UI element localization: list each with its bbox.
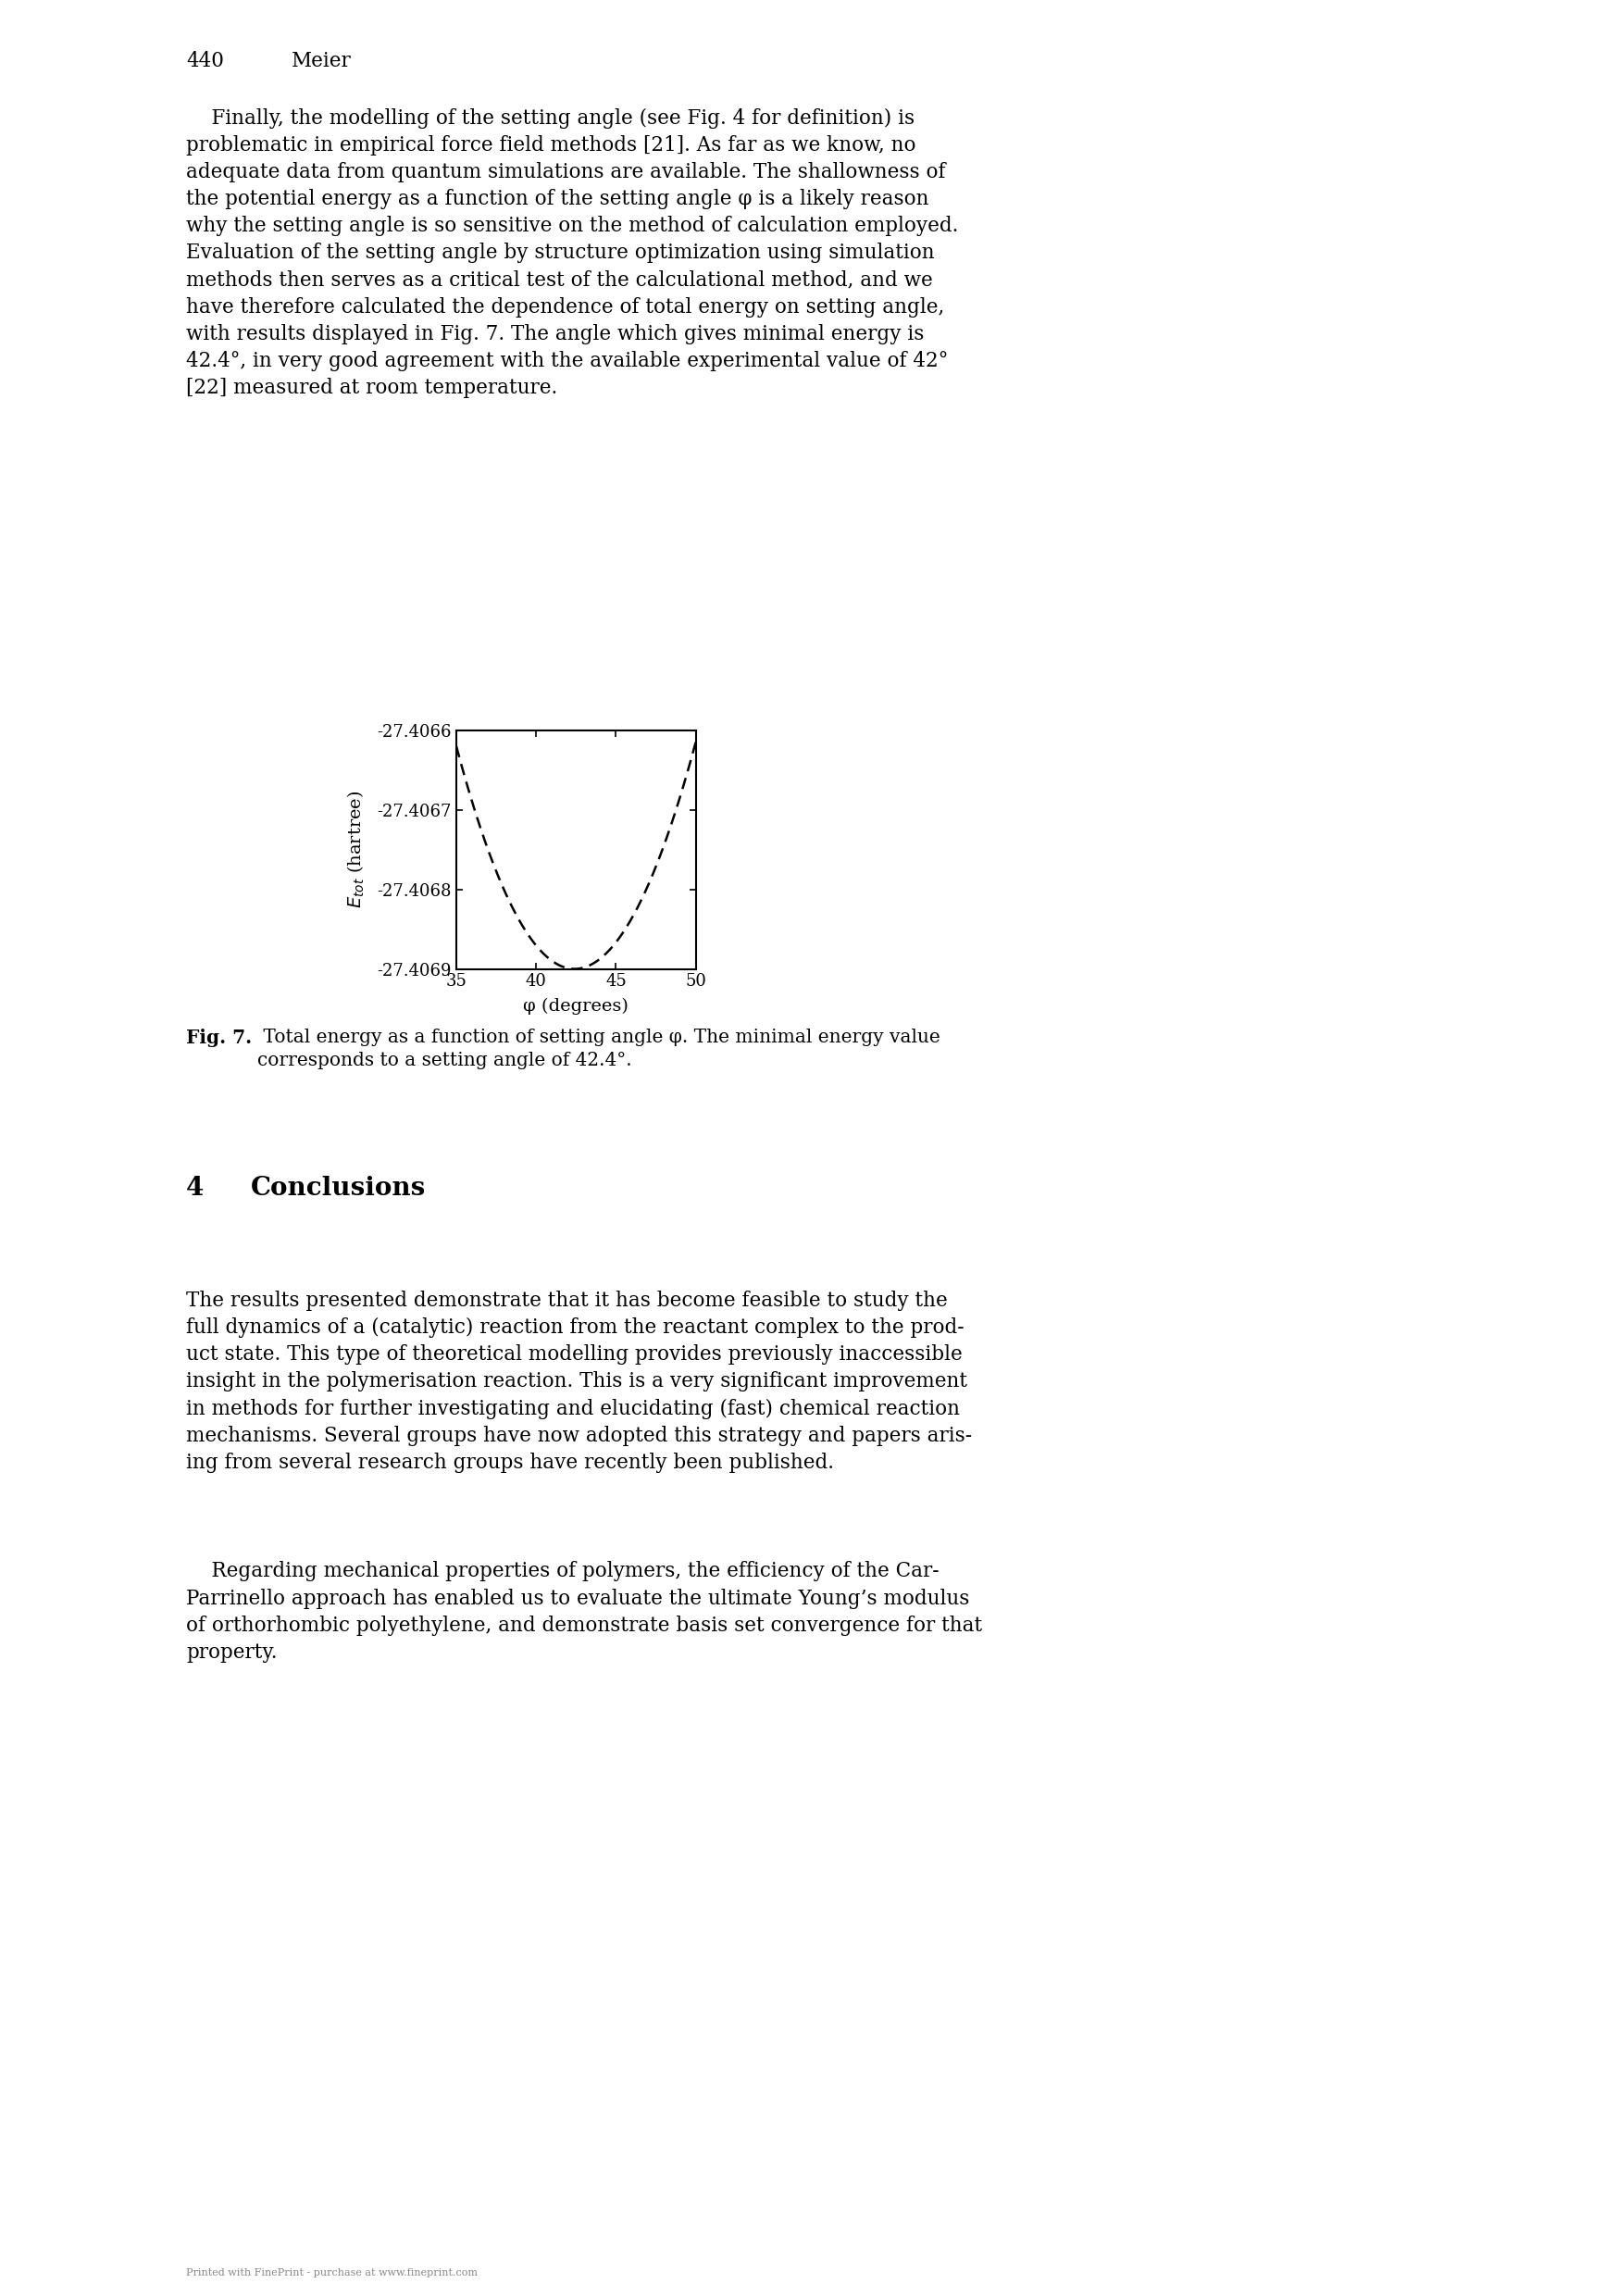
Text: Fig. 7.: Fig. 7. xyxy=(186,1029,252,1047)
Text: 440: 440 xyxy=(186,51,223,71)
X-axis label: φ (degrees): φ (degrees) xyxy=(523,999,629,1015)
Text: Meier: Meier xyxy=(291,51,351,71)
Text: Printed with FinePrint - purchase at www.fineprint.com: Printed with FinePrint - purchase at www… xyxy=(186,2268,477,2278)
Text: 4: 4 xyxy=(186,1176,204,1201)
Text: The results presented demonstrate that it has become feasible to study the
full : The results presented demonstrate that i… xyxy=(186,1290,972,1472)
Text: Total energy as a function of setting angle φ. The minimal energy value
correspo: Total energy as a function of setting an… xyxy=(257,1029,940,1070)
Text: Finally, the modelling of the setting angle (see Fig. 4 for definition) is
probl: Finally, the modelling of the setting an… xyxy=(186,108,958,397)
Text: Regarding mechanical properties of polymers, the efficiency of the Car-
Parrinel: Regarding mechanical properties of polym… xyxy=(186,1561,982,1662)
Text: Conclusions: Conclusions xyxy=(251,1176,426,1201)
Y-axis label: $E_{tot}$ (hartree): $E_{tot}$ (hartree) xyxy=(346,790,367,909)
